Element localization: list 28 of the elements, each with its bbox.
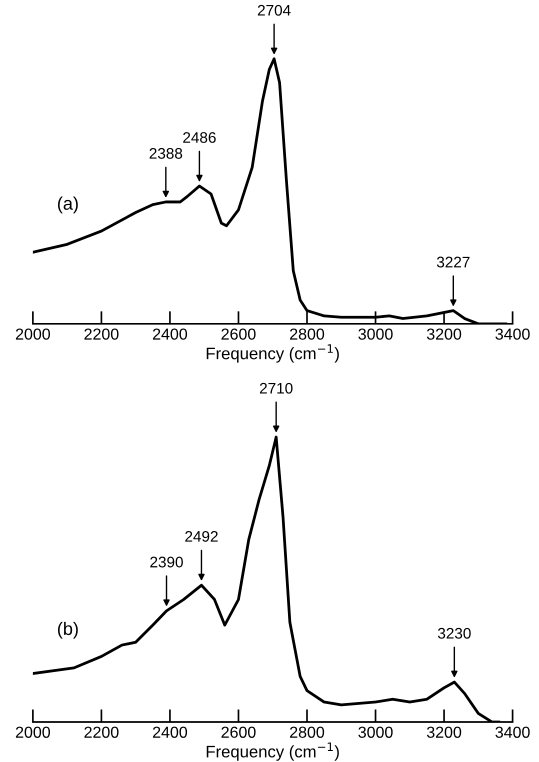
x-tick-label: 2400 [152, 328, 188, 340]
annotation: 2486 [183, 132, 216, 143]
x-tick-label: 3000 [358, 328, 393, 340]
annotation: 2388 [150, 148, 182, 159]
x-tick-label: 2000 [16, 328, 50, 340]
x-tick-label: 2200 [84, 328, 119, 340]
x-tick-label: 2200 [84, 726, 119, 738]
x-tick-label: 3400 [495, 726, 530, 738]
annotation: 2704 [258, 4, 291, 16]
x-tick-label: 3000 [358, 726, 393, 738]
annotation: 3230 [438, 628, 471, 639]
x-tick-label: 2000 [16, 726, 50, 738]
x-axis-title: Frequency (cm$^{−1}$) [206, 344, 339, 363]
x-tick-label: 2600 [222, 726, 256, 738]
annotation: 2390 [150, 556, 183, 568]
x-tick-label: 2600 [222, 328, 256, 340]
x-tick-label: 2800 [290, 726, 324, 738]
x-tick-label: 3200 [426, 726, 462, 738]
annotation: 2492 [185, 531, 218, 542]
annotation: 2710 [260, 382, 293, 394]
annotation: (b) [58, 622, 78, 639]
x-tick-label: 2400 [152, 726, 188, 738]
x-tick-label: 3400 [495, 328, 530, 340]
x-axis-title: Frequency (cm$^{−1}$) [206, 742, 339, 761]
annotation: 3227 [436, 256, 470, 268]
x-tick-label: 2800 [290, 328, 324, 340]
x-tick-label: 3200 [426, 328, 462, 340]
annotation: (a) [58, 196, 78, 214]
